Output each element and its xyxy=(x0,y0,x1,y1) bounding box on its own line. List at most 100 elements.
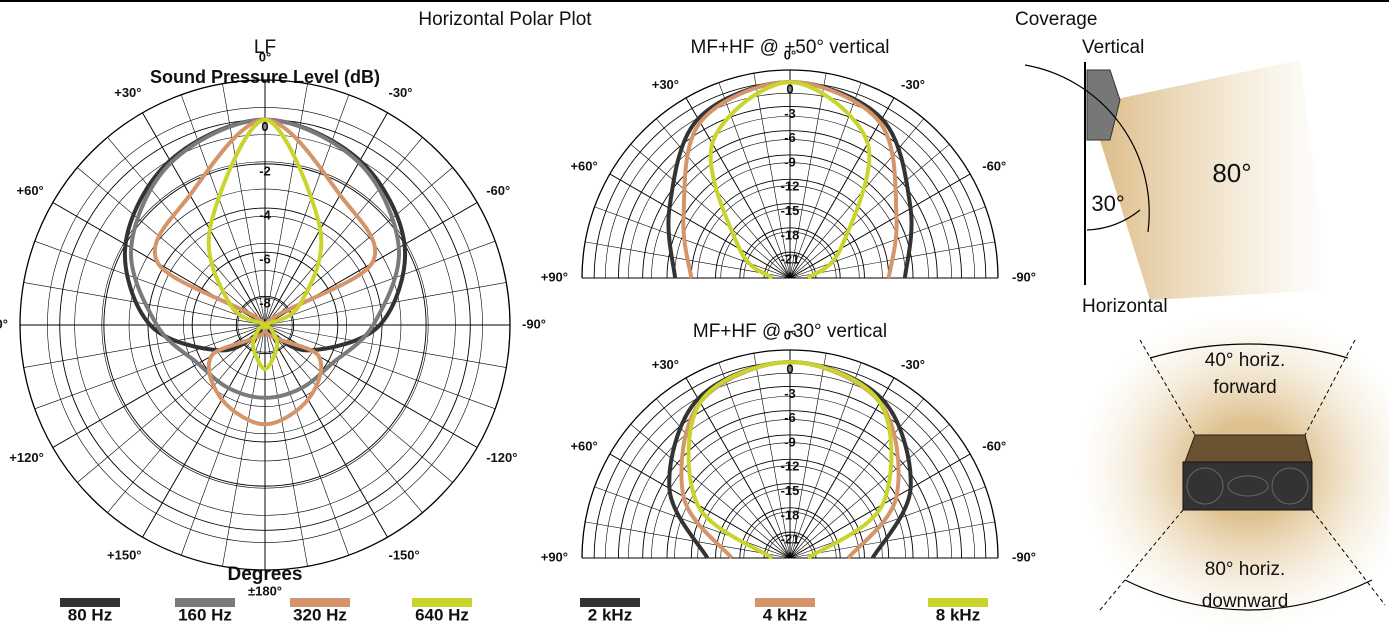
series-line xyxy=(686,360,894,560)
minor-spoke xyxy=(264,83,308,326)
theta-tick-label: 0° xyxy=(784,327,796,342)
minor-spoke xyxy=(789,118,924,279)
theta-tick-label: -90° xyxy=(1012,269,1036,284)
down-angle: 80° horiz. xyxy=(1205,559,1285,580)
minor-spoke xyxy=(789,486,986,559)
grid-spoke xyxy=(142,324,266,538)
legend-label: 640 Hz xyxy=(415,605,469,624)
series-line xyxy=(152,117,378,427)
theta-tick-label: -30° xyxy=(901,77,925,92)
legend-swatch xyxy=(755,598,815,607)
minor-spoke xyxy=(630,144,791,279)
woofer xyxy=(1186,467,1224,505)
page-title: Horizontal Polar Plot xyxy=(418,9,592,30)
chart-title: LF xyxy=(254,37,276,58)
legend-label: 160 Hz xyxy=(178,605,232,624)
theta-tick-label: +30° xyxy=(114,85,141,100)
arc xyxy=(1086,209,1141,231)
minor-spoke xyxy=(264,137,423,326)
vertical-cone xyxy=(1100,60,1330,300)
horn xyxy=(1227,475,1269,497)
minor-spoke xyxy=(222,83,266,326)
arc xyxy=(1149,343,1349,359)
theta-tick-label: -60° xyxy=(486,183,510,198)
minor-spoke xyxy=(789,144,950,279)
dashed xyxy=(1139,339,1196,436)
theta-tick-label: +120° xyxy=(9,450,43,465)
theta-tick-label: -60° xyxy=(982,438,1006,453)
minor-spoke xyxy=(77,324,266,483)
speaker-front xyxy=(1182,461,1313,511)
theta-tick-label: -30° xyxy=(901,357,925,372)
theta-tick-label: -90° xyxy=(522,316,546,331)
chart-title: MF+HF @ -30° vertical xyxy=(693,321,887,342)
arc xyxy=(1024,64,1150,233)
theta-tick-label: -120° xyxy=(486,450,517,465)
minor-spoke xyxy=(630,424,791,559)
legend-label: 320 Hz xyxy=(293,605,347,624)
minor-spoke xyxy=(594,486,791,559)
theta-tick-label: +30° xyxy=(652,77,679,92)
minor-spoke xyxy=(264,324,308,567)
minor-spoke xyxy=(180,94,266,326)
legend-swatch xyxy=(580,598,640,607)
minor-spoke xyxy=(594,206,791,279)
legend-swatch xyxy=(412,598,472,607)
minor-spoke xyxy=(222,324,266,567)
theta-tick-label: +60° xyxy=(570,438,597,453)
minor-spoke xyxy=(34,324,266,410)
theta-tick-label: +60° xyxy=(17,183,44,198)
dashed xyxy=(1311,509,1386,606)
theta-tick-label: -90° xyxy=(1012,549,1036,564)
series-line xyxy=(206,117,324,372)
minor-spoke xyxy=(264,324,507,368)
minor-spoke xyxy=(656,398,791,559)
minor-spoke xyxy=(789,398,924,559)
arc xyxy=(1124,579,1373,611)
minor-spoke xyxy=(264,324,496,410)
theta-tick-label: +150° xyxy=(107,548,141,563)
grid-spoke xyxy=(789,97,895,279)
minor-spoke xyxy=(264,94,350,326)
woofer xyxy=(1271,467,1309,505)
dashed xyxy=(1099,509,1184,611)
legend-swatch xyxy=(60,598,120,607)
speaker-top xyxy=(1184,434,1313,463)
minor-spoke xyxy=(264,324,453,483)
theta-tick-label: -60° xyxy=(982,158,1006,173)
series-line xyxy=(708,80,872,280)
down-label: downward xyxy=(1202,591,1289,612)
minor-spoke xyxy=(789,362,862,559)
minor-spoke xyxy=(789,424,950,559)
theta-tick-label: 0° xyxy=(784,47,796,62)
minor-spoke xyxy=(107,324,266,513)
vertical-angle: 80° xyxy=(1212,158,1251,188)
minor-spoke xyxy=(789,521,995,559)
legend-label: 2 kHz xyxy=(588,605,632,624)
theta-tick-label: -30° xyxy=(389,85,413,100)
series-line xyxy=(129,117,401,400)
minor-spoke xyxy=(585,521,791,559)
minor-spoke xyxy=(23,324,266,368)
minor-spoke xyxy=(77,167,266,326)
grid-spoke xyxy=(609,173,791,279)
minor-spoke xyxy=(656,118,791,279)
legend-swatch xyxy=(928,598,988,607)
grid-spoke xyxy=(789,377,895,559)
minor-spoke xyxy=(34,240,266,326)
minor-spoke xyxy=(753,73,791,279)
legend-label: 8 kHz xyxy=(936,605,980,624)
legend-swatch xyxy=(290,598,350,607)
minor-spoke xyxy=(264,324,350,556)
theta-tick-label: ±180° xyxy=(248,583,282,598)
theta-tick-label: +60° xyxy=(570,158,597,173)
theta-tick-label: +90° xyxy=(541,269,568,284)
theta-tick-label: +90° xyxy=(0,316,8,331)
grid-spoke xyxy=(685,97,791,279)
grid-spoke xyxy=(264,324,388,538)
minor-spoke xyxy=(107,137,266,326)
tilt-angle: 30° xyxy=(1091,191,1124,216)
minor-spoke xyxy=(180,324,266,556)
legend-label: 4 kHz xyxy=(763,605,807,624)
